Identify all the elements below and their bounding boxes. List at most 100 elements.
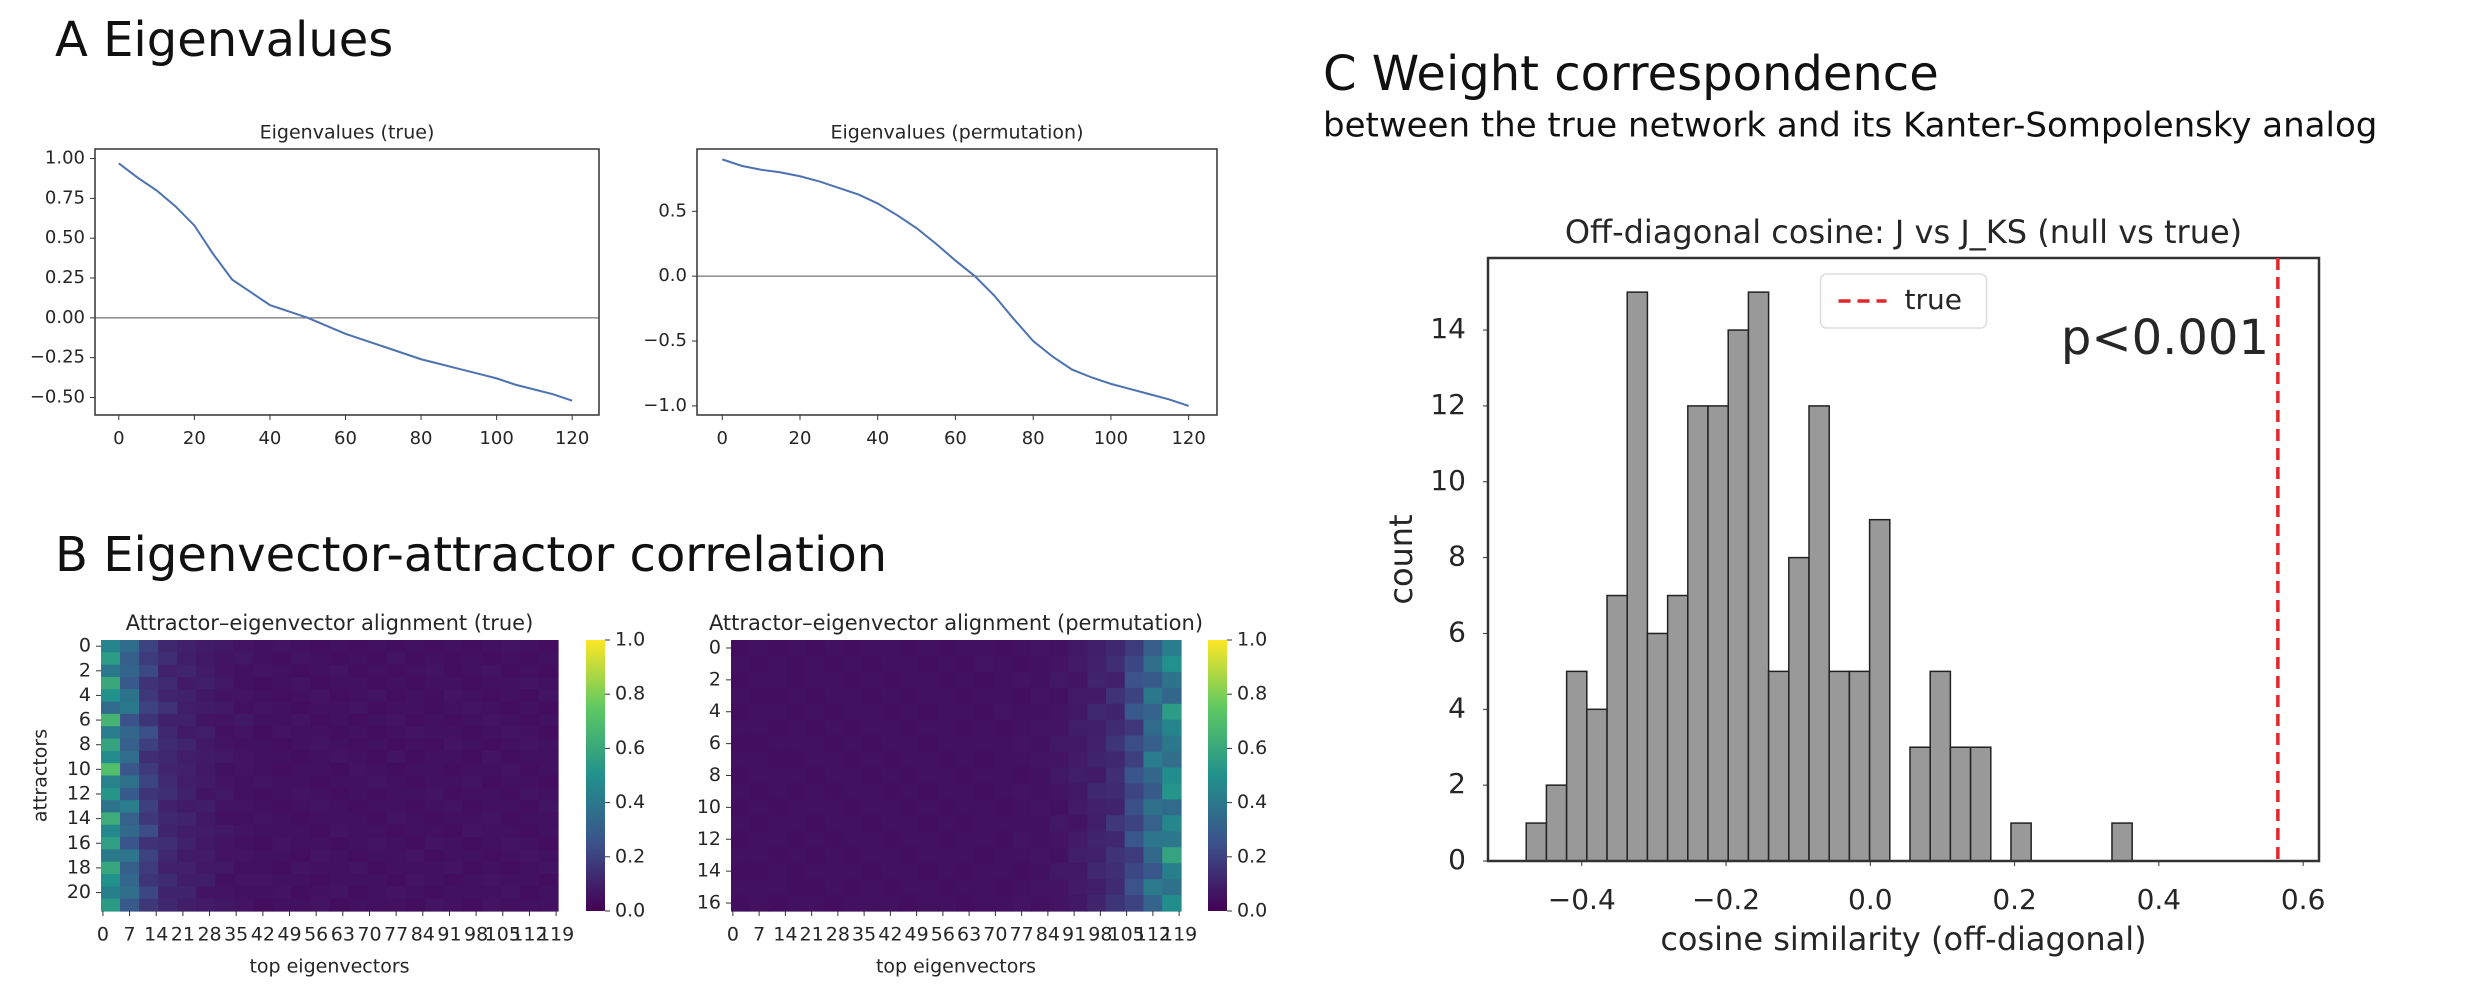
heatmap-cell <box>386 837 407 851</box>
heatmap-cell <box>1124 831 1145 848</box>
heatmap-cell <box>367 713 388 727</box>
y-tick-label: 16 <box>697 892 721 914</box>
heatmap-cell <box>329 689 350 703</box>
heatmap-cell <box>1031 783 1051 801</box>
heatmap-cell <box>1087 799 1107 816</box>
heatmap-cell <box>749 767 770 785</box>
heatmap-cell <box>120 664 140 678</box>
x-tick-label: 70 <box>983 924 1007 946</box>
heatmap-cell <box>234 763 254 777</box>
heatmap-cell <box>1162 863 1182 880</box>
heatmap-cell <box>177 689 197 703</box>
x-tick-label: 7 <box>124 924 136 946</box>
heatmap-cell <box>956 655 976 673</box>
heatmap-cell <box>500 676 521 690</box>
heatmap-cell <box>956 703 976 721</box>
heatmap-cell <box>1068 719 1088 737</box>
heatmap-cell <box>937 895 957 912</box>
heatmap-cell <box>234 837 254 851</box>
x-tick-label: 80 <box>1022 428 1045 449</box>
heatmap-cell <box>177 886 197 900</box>
heatmap-cell <box>1087 847 1107 864</box>
heatmap-cell <box>918 799 938 816</box>
heatmap-cell <box>291 652 312 666</box>
heatmap-cell <box>824 751 845 769</box>
heatmap-cell <box>538 787 559 801</box>
heatmap-cell <box>974 895 995 912</box>
heatmap-cell <box>291 664 312 678</box>
heatmap-cell <box>1143 671 1163 689</box>
heatmap-cell <box>481 886 502 900</box>
heatmap-cell <box>937 735 957 753</box>
heatmap-cell <box>234 861 254 875</box>
heatmap-cell <box>158 676 178 690</box>
heatmap-cell <box>215 738 235 752</box>
heatmap-cell <box>405 652 426 666</box>
heatmap-cell <box>405 713 426 727</box>
heatmap-cell <box>1068 703 1088 721</box>
heatmap-cell <box>824 655 845 673</box>
heatmap-cell <box>234 689 254 703</box>
heatmap-cell <box>974 831 995 848</box>
heatmap-cell <box>386 738 407 752</box>
heatmap-cell <box>1068 735 1088 753</box>
x-tick-label: 0 <box>113 428 124 449</box>
heatmap-cell <box>538 763 559 777</box>
heatmap-cell <box>937 767 957 785</box>
heatmap-cell <box>768 895 788 912</box>
heatmap-cell <box>538 701 559 715</box>
heatmap-cell <box>899 671 920 689</box>
heatmap-cell <box>462 874 483 887</box>
heatmap-cell <box>1106 719 1126 737</box>
heatmap-cell <box>310 713 331 727</box>
heatmap-cell <box>1143 655 1163 673</box>
heatmap-cell <box>843 879 863 896</box>
heatmap-cell <box>405 664 426 678</box>
heatmap-cell <box>481 713 502 727</box>
heatmap-cell <box>348 775 369 789</box>
heatmap-cell <box>519 800 540 814</box>
heatmap-cell <box>1031 799 1051 816</box>
heatmap-cell <box>158 701 178 715</box>
heatmap-cell <box>899 751 920 769</box>
heatmap-cell <box>918 640 938 657</box>
plot-frame <box>696 148 1218 416</box>
heatmap-cell <box>519 640 540 653</box>
colorbar-tick-label: 0.6 <box>1237 737 1267 759</box>
heatmap-cell <box>1049 719 1070 737</box>
histogram-bar <box>1929 670 1952 862</box>
heatmap-cell <box>538 812 559 826</box>
y-axis-label: attractors <box>30 729 52 822</box>
heatmap-cell <box>101 874 121 887</box>
heatmap-cell <box>367 800 388 814</box>
heatmap-cell <box>519 824 540 838</box>
panel-heading: C Weight correspondence <box>1323 46 1939 102</box>
heatmap-cell <box>1087 671 1107 689</box>
heatmap-cell <box>749 895 770 912</box>
heatmap-cell <box>348 701 369 715</box>
heatmap-cell <box>500 886 521 900</box>
y-tick-label: 0 <box>79 635 91 657</box>
heatmap-cell <box>862 687 882 705</box>
heatmap-cell <box>881 655 901 673</box>
x-tick-label: 119 <box>1161 924 1197 946</box>
heatmap-cell <box>1106 831 1126 848</box>
heatmap-cell <box>329 849 350 863</box>
heatmap-cell <box>1124 671 1145 689</box>
chart-title: Eigenvalues (permutation) <box>830 122 1083 144</box>
heatmap-cell <box>329 701 350 715</box>
heatmap-cell <box>1068 671 1088 689</box>
heatmap-cell <box>1162 847 1182 864</box>
heatmap-cell <box>196 664 216 678</box>
heatmap-cell <box>843 655 863 673</box>
histogram-bar <box>1828 670 1851 862</box>
heatmap-cell <box>405 849 426 863</box>
heatmap-cell <box>1162 879 1182 896</box>
heatmap-cell <box>481 652 502 666</box>
heatmap-cell <box>462 849 483 863</box>
heatmap-cell <box>329 812 350 826</box>
heatmap-cell <box>731 703 751 721</box>
heatmap-cell <box>806 671 826 689</box>
y-tick-label: 18 <box>67 856 91 878</box>
x-tick-label: 20 <box>789 428 812 449</box>
